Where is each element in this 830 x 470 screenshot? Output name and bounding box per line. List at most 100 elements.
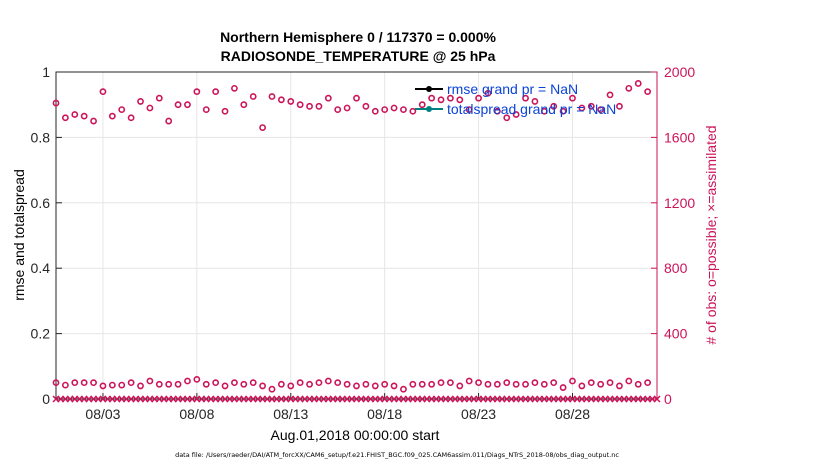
possible-obs-marker	[578, 382, 586, 390]
possible-obs-marker	[324, 94, 332, 102]
possible-obs-marker	[540, 107, 548, 115]
possible-obs-marker	[99, 382, 107, 390]
possible-obs-marker	[587, 379, 595, 387]
possible-obs-marker	[193, 375, 201, 383]
possible-obs-marker	[428, 380, 436, 388]
possible-obs-marker	[597, 380, 605, 388]
possible-obs-marker	[512, 380, 520, 388]
possible-obs-marker	[475, 379, 482, 387]
legend-rmse-marker	[426, 86, 432, 92]
possible-obs-marker	[578, 104, 586, 112]
x-tick-label: 08/18	[367, 406, 402, 422]
possible-obs-marker	[80, 379, 88, 387]
possible-obs-marker	[184, 377, 191, 385]
possible-obs-marker	[625, 377, 633, 385]
possible-obs-marker	[231, 379, 238, 387]
x-tick-label: 08/23	[461, 406, 496, 422]
possible-obs-marker	[437, 96, 445, 104]
possible-obs-marker	[343, 104, 351, 112]
possible-obs-marker	[569, 94, 576, 102]
possible-obs-marker	[174, 380, 182, 388]
possible-obs-marker	[193, 88, 201, 96]
possible-obs-marker	[202, 106, 210, 114]
y-tick-label-right: 400	[664, 326, 688, 342]
legend: rmse grand pr = NaN totalspread grand pr…	[415, 81, 616, 117]
x-tick-label: 08/03	[85, 406, 120, 422]
possible-obs-marker	[343, 380, 351, 388]
y-tick-label-left: 1	[42, 64, 50, 80]
grid	[56, 72, 657, 399]
possible-obs-marker	[306, 102, 313, 110]
possible-obs-marker	[390, 382, 398, 390]
possible-obs-marker	[108, 381, 116, 389]
possible-obs-marker	[268, 385, 276, 393]
possible-obs-marker	[531, 379, 539, 387]
possible-obs-marker	[400, 106, 407, 114]
possible-obs-marker	[418, 380, 426, 388]
footer-data-file: data file: /Users/raeder/DAI/ATM_forcXX/…	[175, 451, 619, 459]
y-tick-label-right: 1200	[664, 195, 695, 211]
possible-obs-marker	[165, 117, 173, 125]
possible-obs-marker	[334, 106, 342, 114]
possible-obs-marker	[287, 98, 295, 105]
possible-obs-marker	[400, 385, 407, 393]
possible-obs-marker	[475, 94, 482, 102]
possible-obs-marker	[240, 101, 248, 109]
y-tick-label-right: 0	[664, 391, 672, 407]
legend-rmse-label: rmse grand pr = NaN	[447, 81, 578, 97]
possible-obs-marker	[277, 380, 285, 388]
possible-obs-marker	[315, 379, 323, 387]
possible-obs-marker	[625, 84, 633, 92]
possible-obs-marker	[221, 382, 229, 390]
y-tick-label-left: 0.8	[31, 129, 51, 145]
possible-obs-marker	[559, 107, 567, 115]
possible-obs-marker	[606, 379, 614, 387]
possible-obs-marker	[484, 89, 492, 97]
possible-obs-marker	[371, 382, 379, 390]
possible-obs-marker	[165, 380, 173, 388]
possible-obs-marker	[587, 102, 595, 110]
y-tick-label-right: 2000	[664, 64, 695, 80]
possible-obs-marker	[221, 107, 229, 115]
possible-obs-marker	[99, 88, 107, 96]
possible-obs-marker	[390, 104, 398, 112]
possible-obs-marker	[522, 380, 529, 388]
possible-obs-marker	[456, 96, 464, 104]
possible-obs-marker	[184, 101, 191, 109]
possible-obs-marker	[409, 380, 417, 388]
possible-obs-marker	[503, 379, 511, 387]
possible-obs-marker	[52, 99, 60, 107]
possible-obs-marker	[212, 88, 220, 96]
possible-obs-marker	[418, 101, 426, 109]
possible-obs-marker	[503, 114, 511, 122]
possible-obs-marker	[249, 379, 257, 387]
possible-obs-marker	[550, 379, 558, 387]
possible-obs-marker	[90, 379, 97, 387]
y-tick-label-right: 800	[664, 260, 688, 276]
possible-obs-marker	[465, 377, 473, 385]
possible-obs-marker	[259, 382, 266, 390]
chart-title-line1: Northern Hemisphere 0 / 117370 = 0.000%	[220, 29, 496, 45]
possible-obs-marker	[296, 379, 304, 387]
possible-obs-marker	[259, 124, 266, 131]
possible-obs-marker	[616, 102, 623, 110]
possible-obs-marker	[61, 381, 69, 389]
x-tick-label: 08/28	[555, 406, 590, 422]
possible-obs-marker	[644, 379, 652, 387]
possible-obs-marker	[287, 382, 295, 390]
possible-obs-marker	[202, 380, 210, 388]
possible-obs-marker	[315, 102, 323, 110]
possible-obs-marker	[381, 106, 389, 114]
possible-obs-marker	[606, 91, 614, 99]
y-axis-right-label: # of obs: o=possible; ×=assimilated	[703, 125, 719, 344]
x-tick-label: 08/08	[179, 406, 214, 422]
possible-obs-marker	[428, 94, 436, 102]
possible-obs-marker	[493, 380, 501, 388]
possible-obs-marker	[277, 96, 285, 104]
possible-obs-marker	[362, 102, 370, 110]
possible-obs-marker	[522, 94, 529, 102]
possible-obs-marker	[155, 94, 163, 102]
possible-obs-marker	[381, 380, 389, 388]
possible-obs-marker	[437, 379, 445, 387]
